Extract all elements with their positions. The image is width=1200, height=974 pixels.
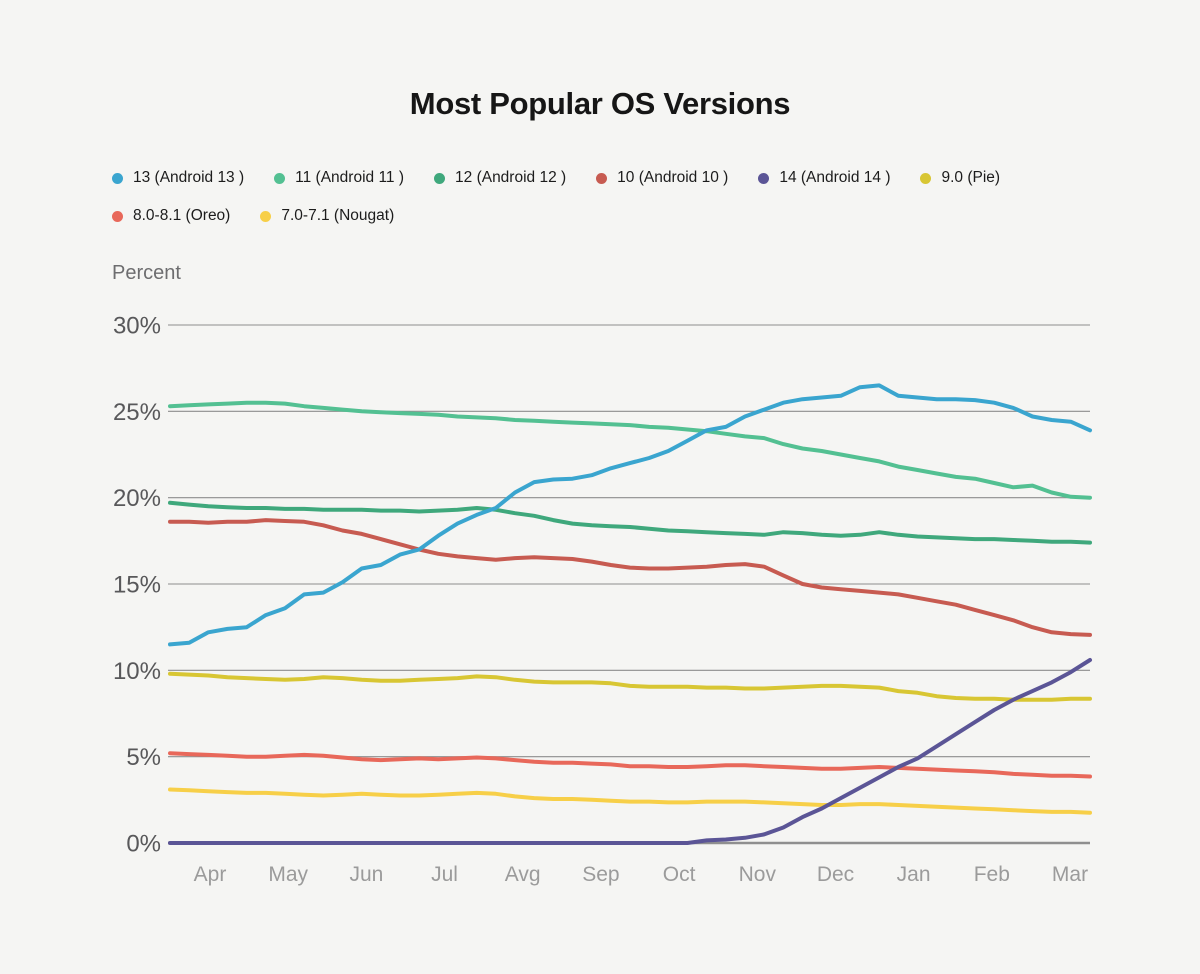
series-line-12-android-12 (168, 500, 1092, 545)
legend-dot-icon (112, 210, 123, 222)
legend-dot-icon (920, 172, 932, 184)
legend-dot-icon (596, 172, 608, 184)
series-line-10-android-10 (168, 518, 1092, 637)
x-tick-label: Oct (663, 863, 696, 886)
y-tick-label: 30% (113, 313, 161, 340)
series-line-11-android-11 (168, 400, 1092, 500)
series-line-9-0-pie (168, 671, 1092, 702)
y-tick-label: 20% (113, 485, 161, 512)
x-tick-label: Sep (582, 863, 619, 886)
x-tick-label: Dec (817, 863, 854, 886)
legend-dot-icon (260, 210, 272, 222)
legend-item-9-0-pie[interactable]: 9.0 (Pie) (920, 169, 1000, 187)
legend-item-14-android-14[interactable]: 14 (Android 14 ) (758, 169, 890, 187)
legend-label: 12 (Android 12 ) (455, 169, 567, 186)
legend-item-7-0-7-1-nougat[interactable]: 7.0-7.1 (Nougat) (260, 207, 394, 225)
legend-label: 14 (Android 14 ) (779, 169, 891, 186)
series-line-8-0-8-1-oreo (168, 751, 1092, 779)
series-line-7-0-7-1-nougat (168, 787, 1092, 815)
y-axis-title: Percent (112, 262, 181, 284)
chart-title: Most Popular OS Versions (409, 86, 791, 121)
legend-dot-icon (112, 172, 123, 184)
y-tick-label: 10% (113, 658, 161, 685)
series-line-14-android-14 (168, 658, 1092, 845)
legend-label: 7.0-7.1 (Nougat) (281, 207, 395, 224)
legend-item-10-android-10[interactable]: 10 (Android 10 ) (596, 169, 728, 187)
series-line-13-android-13 (168, 383, 1092, 647)
y-tick-label: 0% (126, 831, 161, 858)
x-tick-label: Jun (349, 863, 383, 886)
y-tick-label: 15% (113, 572, 161, 599)
legend-dot-icon (274, 172, 286, 184)
legend: 13 (Android 13 ) 11 (Android 11 ) 12 (Andr… (112, 169, 1012, 225)
y-tick-label: 25% (113, 399, 161, 426)
legend-item-8-0-8-1-oreo[interactable]: 8.0-8.1 (Oreo) (112, 207, 230, 225)
legend-label: 10 (Android 10 ) (617, 169, 729, 186)
legend-label: 9.0 (Pie) (941, 169, 1001, 186)
x-tick-label: Apr (194, 863, 227, 886)
legend-label: 8.0-8.1 (Oreo) (133, 207, 231, 224)
x-tick-label: Avg (505, 863, 541, 886)
y-tick-label: 5% (126, 744, 161, 771)
x-tick-label: Nov (739, 863, 777, 886)
legend-label: 13 (Android 13 ) (133, 169, 245, 186)
x-tick-label: Jul (431, 863, 458, 886)
x-tick-label: Feb (974, 863, 1010, 886)
legend-label: 11 (Android 11 ) (295, 169, 405, 186)
legend-item-12-android-12[interactable]: 12 (Android 12 ) (434, 169, 566, 187)
x-tick-label: May (268, 863, 308, 886)
legend-dot-icon (434, 172, 446, 184)
legend-item-13-android-13[interactable]: 13 (Android 13 ) (112, 169, 244, 187)
x-tick-label: Jan (897, 863, 931, 886)
legend-dot-icon (758, 172, 770, 184)
x-tick-label: Mar (1052, 863, 1088, 886)
legend-item-11-android-11[interactable]: 11 (Android 11 ) (274, 169, 404, 187)
